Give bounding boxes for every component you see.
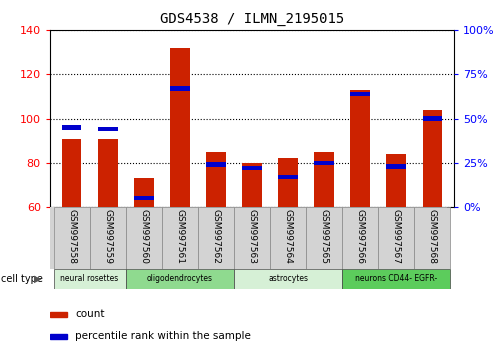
Bar xyxy=(342,207,378,269)
Text: percentile rank within the sample: percentile rank within the sample xyxy=(75,331,251,341)
Bar xyxy=(306,207,342,269)
Bar xyxy=(423,110,442,207)
Bar xyxy=(206,152,226,207)
Bar xyxy=(414,207,451,269)
Bar xyxy=(198,207,234,269)
Bar xyxy=(170,86,190,91)
Bar xyxy=(162,207,198,269)
Text: GSM997566: GSM997566 xyxy=(356,209,365,264)
Bar xyxy=(350,90,370,207)
Bar xyxy=(278,175,298,179)
Bar xyxy=(126,269,234,289)
Bar xyxy=(423,116,442,121)
Bar xyxy=(378,207,414,269)
Text: GSM997558: GSM997558 xyxy=(67,209,76,264)
Bar xyxy=(62,138,81,207)
Text: oligodendrocytes: oligodendrocytes xyxy=(147,274,213,283)
Bar xyxy=(278,159,298,207)
Bar xyxy=(90,207,126,269)
Bar xyxy=(314,161,334,165)
Bar xyxy=(242,166,262,170)
Text: GSM997559: GSM997559 xyxy=(103,209,112,264)
Title: GDS4538 / ILMN_2195015: GDS4538 / ILMN_2195015 xyxy=(160,12,344,26)
Text: GSM997564: GSM997564 xyxy=(283,209,292,264)
Bar xyxy=(234,269,342,289)
Text: GSM997565: GSM997565 xyxy=(320,209,329,264)
Bar xyxy=(350,92,370,96)
Text: ▶: ▶ xyxy=(34,274,42,284)
Bar xyxy=(342,269,451,289)
Bar xyxy=(53,269,126,289)
Text: GSM997563: GSM997563 xyxy=(248,209,256,264)
Bar xyxy=(270,207,306,269)
Bar xyxy=(53,207,90,269)
Bar xyxy=(206,162,226,167)
Bar xyxy=(62,125,81,130)
Text: astrocytes: astrocytes xyxy=(268,274,308,283)
Bar xyxy=(386,154,406,207)
Text: GSM997562: GSM997562 xyxy=(212,209,221,264)
Text: cell type: cell type xyxy=(1,274,43,284)
Text: GSM997561: GSM997561 xyxy=(175,209,184,264)
Bar xyxy=(126,207,162,269)
Bar xyxy=(98,138,118,207)
Bar xyxy=(170,48,190,207)
Text: neural rosettes: neural rosettes xyxy=(60,274,119,283)
Text: GSM997568: GSM997568 xyxy=(428,209,437,264)
Bar xyxy=(386,164,406,169)
Bar xyxy=(234,207,270,269)
Text: GSM997560: GSM997560 xyxy=(139,209,148,264)
Bar xyxy=(50,312,67,317)
Bar xyxy=(242,163,262,207)
Bar xyxy=(50,334,67,339)
Text: GSM997567: GSM997567 xyxy=(392,209,401,264)
Bar xyxy=(134,196,154,200)
Text: neurons CD44- EGFR-: neurons CD44- EGFR- xyxy=(355,274,438,283)
Text: count: count xyxy=(75,309,105,319)
Bar xyxy=(98,127,118,131)
Bar xyxy=(314,152,334,207)
Bar xyxy=(134,178,154,207)
